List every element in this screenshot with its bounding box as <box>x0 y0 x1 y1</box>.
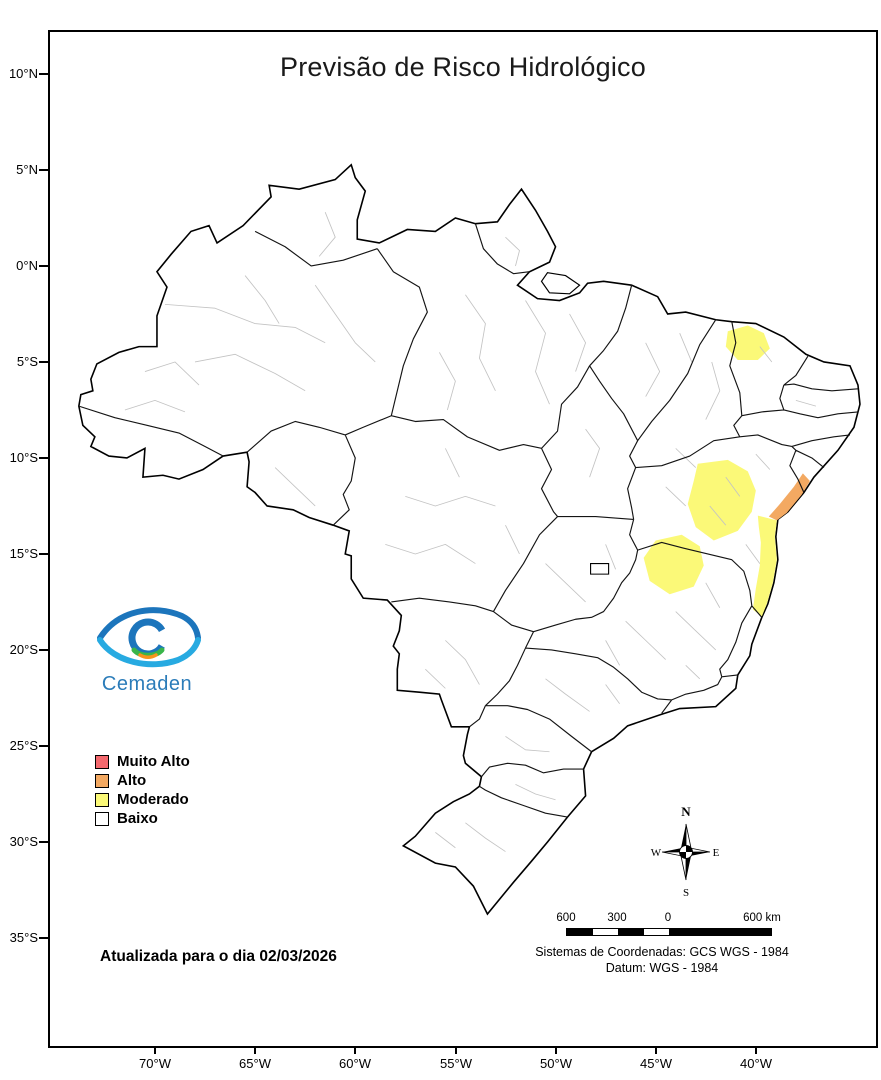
cemaden-wordmark: Cemaden <box>101 673 193 695</box>
compass-n: N <box>681 804 691 819</box>
lat-label-35s: 35°S <box>9 930 38 945</box>
federal-district <box>591 564 609 575</box>
lat-label-10s: 10°S <box>9 450 38 465</box>
scale-label-600-km: 600 km <box>743 912 781 924</box>
lat-tick <box>39 169 48 171</box>
lat-label-10n: 10°N <box>8 66 38 81</box>
lat-tick <box>39 553 48 555</box>
risk-region-interior-ceara <box>725 325 770 361</box>
lat-tick <box>39 73 48 75</box>
baixo-label: Baixo <box>117 810 158 827</box>
lon-label-40w: 40°W <box>740 1056 772 1071</box>
scale-label-0: 0 <box>664 912 672 924</box>
lat-label-5n: 5°N <box>16 162 38 177</box>
lat-label-20s: 20°S <box>9 642 38 657</box>
compass-s: S <box>683 887 689 899</box>
legend-item-alto: Alto <box>95 771 190 790</box>
lat-label-5s: 5°S <box>16 354 38 369</box>
lat-label-25s: 25°S <box>9 738 38 753</box>
risk-legend: Muito Alto Alto Moderado Baixo <box>95 752 190 828</box>
municipality-boundaries <box>125 212 816 851</box>
lon-tick <box>455 1048 457 1054</box>
legend-item-moderado: Moderado <box>95 790 190 809</box>
lon-label-60w: 60°W <box>339 1056 371 1071</box>
lon-label-45w: 45°W <box>640 1056 672 1071</box>
risk-region-leste-bahia <box>687 459 756 541</box>
risk-region-litoral-sul-bahia <box>752 515 777 617</box>
compass-rose-icon: N S W E <box>651 804 720 899</box>
brazil-outline <box>79 165 860 914</box>
lon-label-65w: 65°W <box>239 1056 271 1071</box>
lon-tick <box>655 1048 657 1054</box>
scale-label-600-left: 600 <box>556 912 576 924</box>
lon-tick <box>254 1048 256 1054</box>
muito-alto-label: Muito Alto <box>117 753 190 770</box>
scale-bar-graphic <box>566 928 772 936</box>
moderado-label: Moderado <box>117 791 189 808</box>
marajo-island <box>542 273 580 294</box>
lon-tick <box>755 1048 757 1054</box>
baixo-swatch <box>95 811 109 826</box>
updated-date-text: Atualizada para o dia 02/03/2026 <box>100 948 337 965</box>
page-title: Previsão de Risco Hidrológico <box>280 52 646 82</box>
lat-tick <box>39 457 48 459</box>
lat-tick <box>39 361 48 363</box>
coordinate-system-line1: Sistemas de Coordenadas: GCS WGS - 1984 <box>535 945 789 959</box>
brazil-map <box>48 30 878 1048</box>
moderado-swatch <box>95 792 109 807</box>
state-boundaries <box>79 224 858 817</box>
lon-tick <box>154 1048 156 1054</box>
scale-label-300: 300 <box>607 912 627 924</box>
muito-alto-swatch <box>95 754 109 769</box>
lon-tick <box>354 1048 356 1054</box>
compass-e: E <box>713 847 720 859</box>
lat-label-0: 0°N <box>16 258 38 273</box>
lat-tick <box>39 841 48 843</box>
alto-swatch <box>95 773 109 788</box>
lat-tick <box>39 745 48 747</box>
risk-region-litoral-sergipe-bahia <box>768 473 810 521</box>
lat-tick <box>39 265 48 267</box>
cemaden-eye-icon <box>97 607 201 668</box>
legend-item-muito-alto: Muito Alto <box>95 752 190 771</box>
coordinate-system-note: Sistemas de Coordenadas: GCS WGS - 1984 … <box>480 944 844 977</box>
lat-label-15s: 15°S <box>9 546 38 561</box>
legend-item-baixo: Baixo <box>95 809 190 828</box>
lat-label-30s: 30°S <box>9 834 38 849</box>
lon-tick <box>555 1048 557 1054</box>
compass-w: W <box>651 847 662 859</box>
lon-label-70w: 70°W <box>139 1056 171 1071</box>
coordinate-system-line2: Datum: WGS - 1984 <box>605 961 719 976</box>
cemaden-logo: Cemaden <box>92 600 202 696</box>
lon-label-55w: 55°W <box>440 1056 472 1071</box>
lat-tick <box>39 649 48 651</box>
lon-label-50w: 50°W <box>540 1056 572 1071</box>
scale-bar: 600 300 0 600 km <box>550 912 810 946</box>
lat-tick <box>39 937 48 939</box>
alto-label: Alto <box>117 772 147 789</box>
